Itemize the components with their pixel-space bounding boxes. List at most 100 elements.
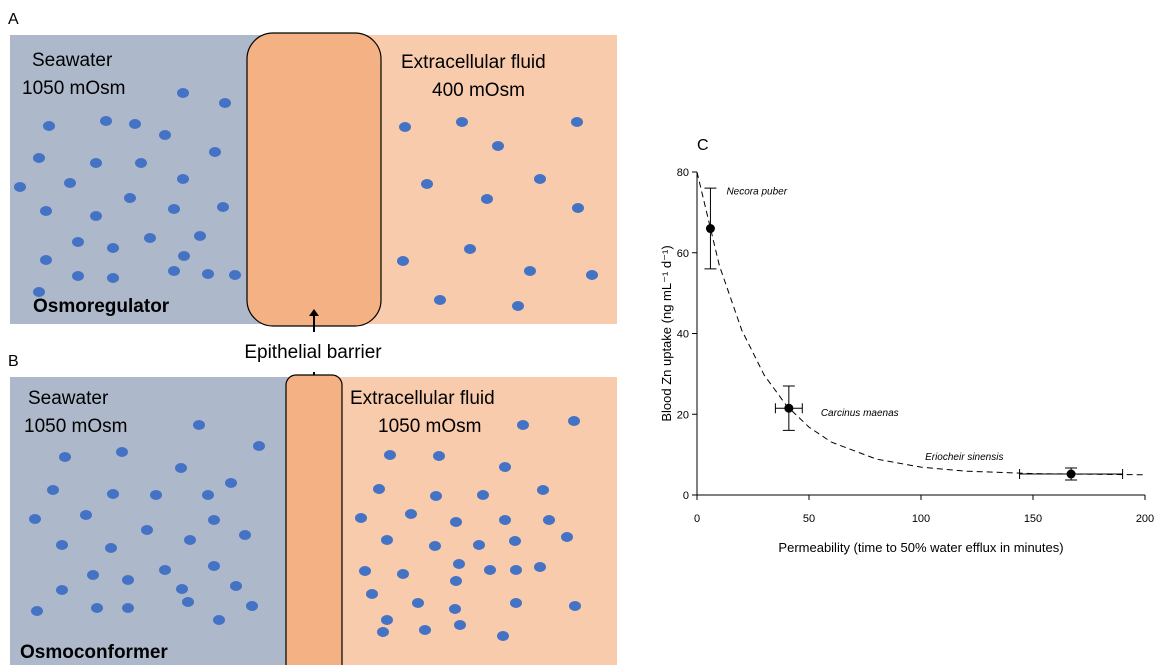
particle xyxy=(175,463,187,473)
y-tick-label: 40 xyxy=(677,329,689,341)
region-value: 1050 mOsm xyxy=(378,416,481,437)
particle xyxy=(208,561,220,571)
particle xyxy=(449,604,461,614)
particle xyxy=(397,256,409,266)
panel-label: B xyxy=(8,353,19,370)
particle xyxy=(217,202,229,212)
particle xyxy=(124,193,136,203)
particle xyxy=(209,147,221,157)
y-tick-label: 80 xyxy=(677,167,689,179)
particle xyxy=(168,204,180,214)
y-axis-label: Blood Zn uptake (ng mL⁻¹ d⁻¹) xyxy=(659,245,674,421)
particle xyxy=(537,485,549,495)
particle xyxy=(499,515,511,525)
x-tick-label: 100 xyxy=(912,513,930,525)
particle xyxy=(399,122,411,132)
particle xyxy=(29,514,41,524)
particle xyxy=(194,231,206,241)
particle xyxy=(571,117,583,127)
particle xyxy=(246,601,258,611)
particle xyxy=(419,625,431,635)
particle xyxy=(569,601,581,611)
particle xyxy=(116,447,128,457)
y-tick-label: 20 xyxy=(677,409,689,421)
particle xyxy=(355,513,367,523)
particle xyxy=(150,490,162,500)
particle xyxy=(208,515,220,525)
particle xyxy=(430,491,442,501)
particle xyxy=(524,266,536,276)
particle xyxy=(512,301,524,311)
particle xyxy=(381,535,393,545)
particle xyxy=(381,615,393,625)
particle xyxy=(31,606,43,616)
particle xyxy=(434,295,446,305)
particle xyxy=(129,119,141,129)
particle xyxy=(87,570,99,580)
particle xyxy=(473,540,485,550)
particle xyxy=(43,121,55,131)
x-tick-label: 50 xyxy=(803,513,815,525)
y-tick-label: 60 xyxy=(677,248,689,260)
particle xyxy=(492,141,504,151)
particle xyxy=(56,540,68,550)
region-value: 1050 mOsm xyxy=(24,416,127,437)
particle xyxy=(359,566,371,576)
particle xyxy=(107,489,119,499)
particle xyxy=(450,517,462,527)
particle xyxy=(429,541,441,551)
particle xyxy=(229,270,241,280)
particle xyxy=(453,559,465,569)
particle xyxy=(481,194,493,204)
x-tick-label: 200 xyxy=(1136,513,1154,525)
particle xyxy=(213,615,225,625)
particle xyxy=(107,243,119,253)
particle xyxy=(159,565,171,575)
particle xyxy=(202,269,214,279)
barrier-label: Epithelial barrier xyxy=(244,342,382,363)
region-title: Seawater xyxy=(32,50,113,71)
y-tick-label: 0 xyxy=(683,490,689,502)
point xyxy=(706,224,715,233)
region-title: Seawater xyxy=(28,388,109,409)
particle xyxy=(225,478,237,488)
region-value: 400 mOsm xyxy=(432,80,525,101)
particle xyxy=(202,490,214,500)
particle xyxy=(219,98,231,108)
particle xyxy=(572,203,584,213)
particle xyxy=(405,509,417,519)
particle xyxy=(464,244,476,254)
figure: A Seawater 1050 mOsm Extracellular fluid… xyxy=(0,0,1156,665)
particle xyxy=(510,565,522,575)
particle xyxy=(56,585,68,595)
particle xyxy=(47,485,59,495)
particle xyxy=(497,631,509,641)
particle xyxy=(477,490,489,500)
particle xyxy=(450,576,462,586)
point xyxy=(784,404,793,413)
particle xyxy=(517,420,529,430)
particle xyxy=(561,532,573,542)
particle xyxy=(64,178,76,188)
particle xyxy=(90,211,102,221)
particle xyxy=(184,535,196,545)
particle xyxy=(230,581,242,591)
point-label: Carcinus maenas xyxy=(821,408,899,419)
point-label: Necora puber xyxy=(726,187,787,198)
particle xyxy=(122,575,134,585)
particle xyxy=(568,416,580,426)
particle xyxy=(144,233,156,243)
particle xyxy=(239,530,251,540)
x-tick-label: 0 xyxy=(694,513,700,525)
particle xyxy=(373,484,385,494)
particle xyxy=(72,237,84,247)
barrier xyxy=(247,33,381,326)
particle xyxy=(182,597,194,607)
particle xyxy=(80,510,92,520)
panel-caption: Osmoconformer xyxy=(20,642,168,663)
particle xyxy=(543,515,555,525)
particle xyxy=(397,569,409,579)
fit-curve xyxy=(697,172,1145,475)
particle xyxy=(510,598,522,608)
